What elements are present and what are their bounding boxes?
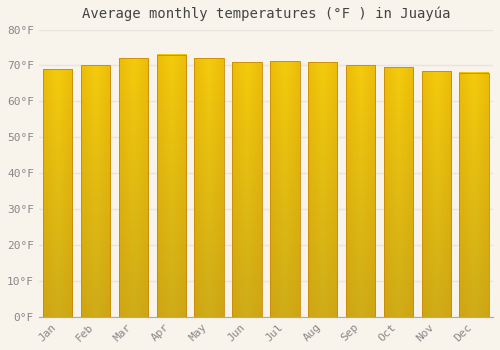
Bar bbox=[384, 67, 413, 317]
Bar bbox=[118, 58, 148, 317]
Bar bbox=[194, 58, 224, 317]
Bar bbox=[346, 65, 376, 317]
Bar bbox=[81, 65, 110, 317]
Bar bbox=[460, 73, 489, 317]
Bar bbox=[156, 55, 186, 317]
Bar bbox=[43, 69, 72, 317]
Title: Average monthly temperatures (°F ) in Juayúa: Average monthly temperatures (°F ) in Ju… bbox=[82, 7, 450, 21]
Bar bbox=[270, 61, 300, 317]
Bar bbox=[232, 62, 262, 317]
Bar bbox=[308, 62, 338, 317]
Bar bbox=[422, 71, 451, 317]
